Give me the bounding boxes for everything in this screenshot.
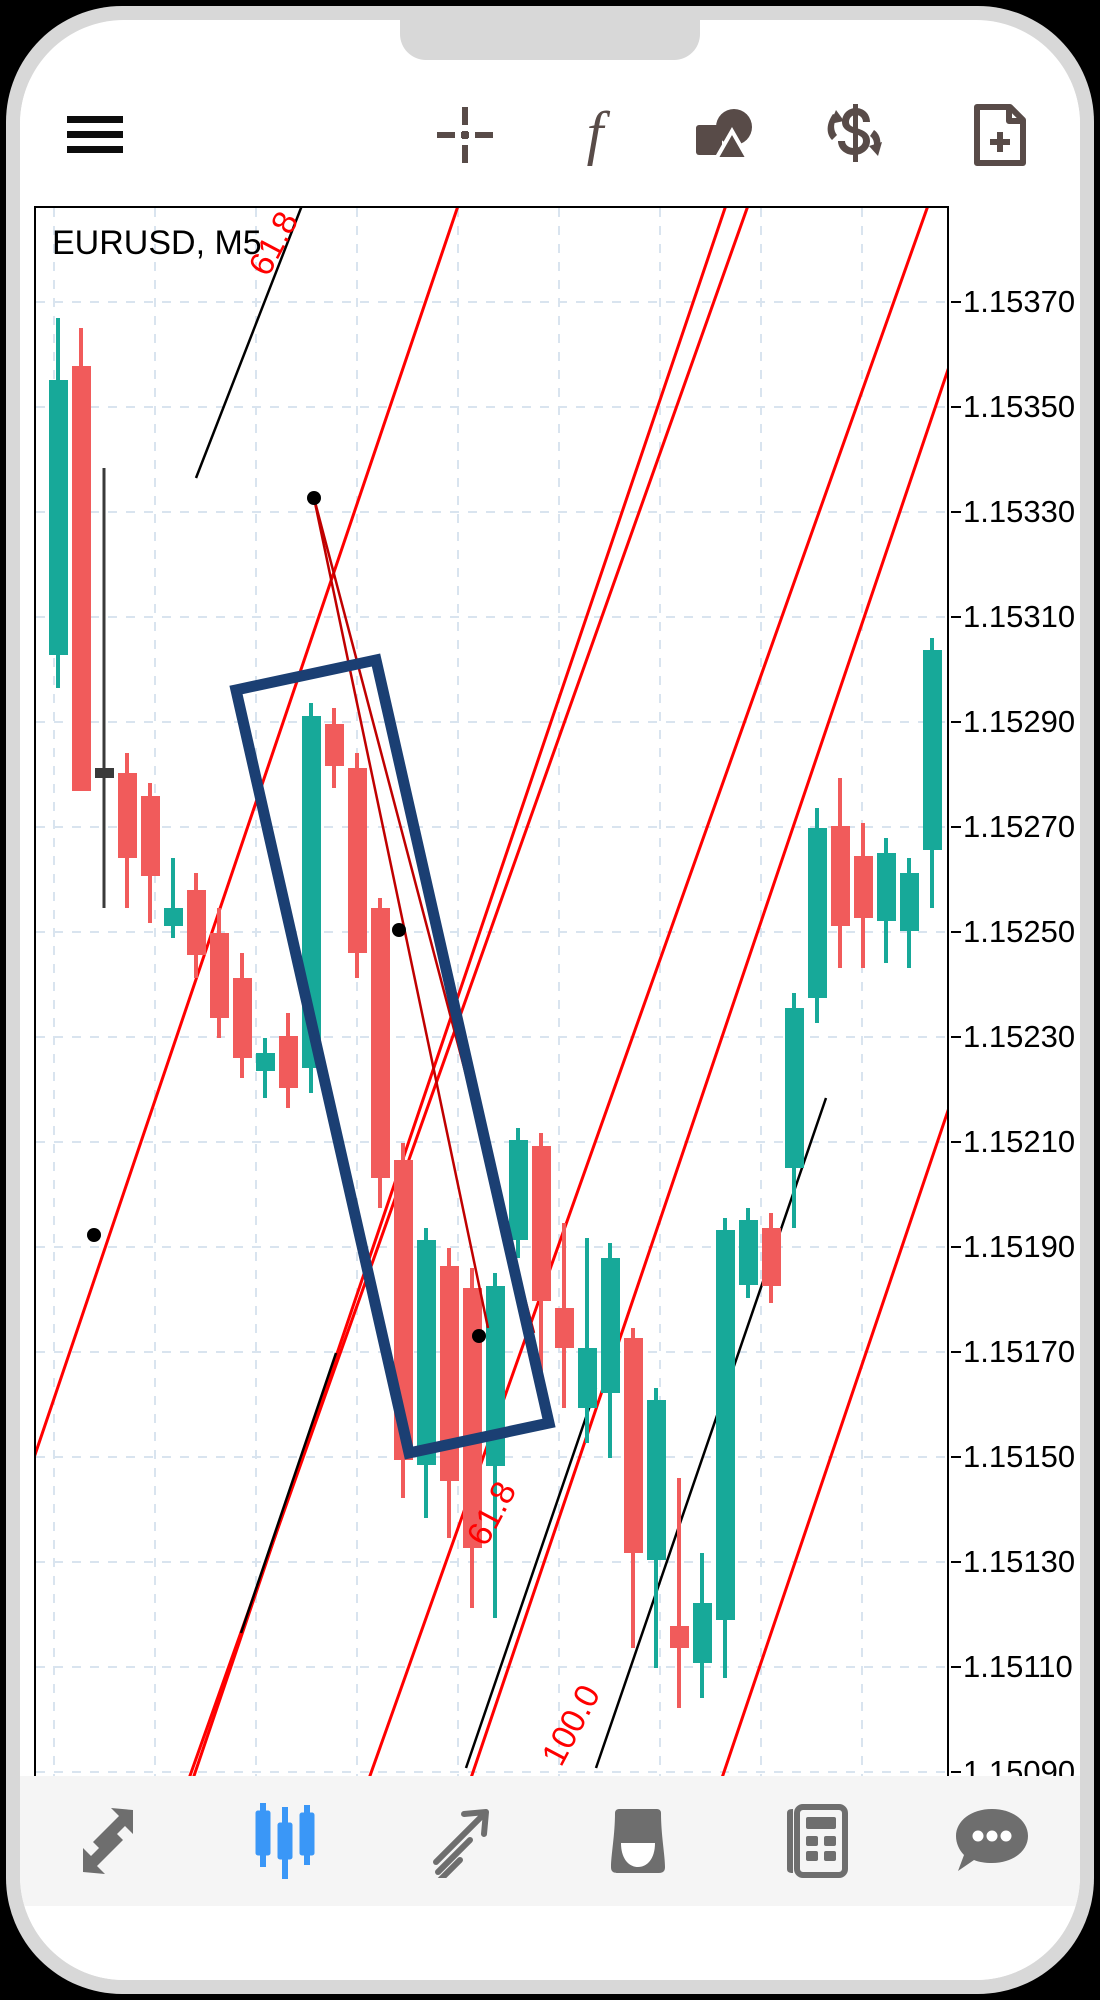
phone-screen: f [20,20,1080,1980]
candle [141,783,160,923]
new-order-icon[interactable] [920,80,1080,190]
candle [601,1243,620,1458]
price-tick: 1.15230 [951,1019,1075,1055]
candle [670,1478,689,1708]
svg-text:f: f [587,103,611,166]
price-axis[interactable]: 1.15370 1.15350 1.15330 1.15310 1.15290 … [951,206,1075,1789]
fibo-label: 100.0 [535,1679,609,1772]
candle [647,1388,666,1668]
price-tick: 1.15150 [951,1439,1075,1475]
candle [49,318,68,688]
candle [532,1133,551,1383]
menu-icon[interactable] [20,80,170,190]
candle [785,993,804,1228]
price-tick: 1.15370 [951,284,1075,320]
candle [325,708,344,788]
price-tick: 1.15170 [951,1334,1075,1370]
selection-rectangle [229,653,556,1460]
chart-symbol-label: EURUSD, M5 [52,224,262,262]
candle [371,898,390,1208]
candle [923,638,942,908]
candle [440,1248,459,1538]
candle [279,1013,298,1108]
history-icon[interactable] [550,1776,727,1906]
candlestick-series [49,318,942,1708]
price-tick: 1.15350 [951,389,1075,425]
phone-frame: f [6,6,1094,1994]
candle [72,328,91,791]
candle [256,1038,275,1098]
candle [877,838,896,963]
candle [210,908,229,1038]
candle [118,753,137,908]
candle [693,1553,712,1698]
objects-icon[interactable] [660,80,790,190]
top-toolbar: f [20,80,1080,190]
bottom-navigation [20,1776,1080,1906]
price-tick: 1.15330 [951,494,1075,530]
candle [900,858,919,968]
indicators-icon[interactable]: f [530,80,660,190]
candle [486,1273,505,1618]
candle [762,1213,781,1303]
price-tick: 1.15210 [951,1124,1075,1160]
candle [555,1223,574,1408]
price-tick: 1.15250 [951,914,1075,950]
candle [348,753,367,978]
candle [233,953,252,1078]
news-icon[interactable] [727,1776,904,1906]
candle [164,858,183,938]
price-tick: 1.15130 [951,1544,1075,1580]
crosshair-icon[interactable] [400,80,530,190]
price-tick: 1.15290 [951,704,1075,740]
price-tick: 1.15190 [951,1229,1075,1265]
candle [95,468,114,908]
candle [578,1238,597,1443]
price-tick: 1.15110 [951,1649,1073,1685]
phone-notch [400,20,700,60]
price-tick: 1.15310 [951,599,1075,635]
price-tick: 1.15270 [951,809,1075,845]
trade-icon[interactable] [373,1776,550,1906]
object-anchor-points [87,491,486,1343]
fibo-base-lines [194,208,828,1769]
chart-plot-area[interactable]: EURUSD, M5 [34,206,949,1789]
charts-icon[interactable] [197,1776,374,1906]
home-indicator-area [20,1906,1080,1980]
candle [417,1228,436,1518]
trade-swap-icon[interactable] [790,80,920,190]
candle [854,823,873,968]
candle [739,1208,758,1298]
candle [808,808,827,1023]
candle [716,1218,735,1678]
candle [624,1328,643,1648]
candle [509,1128,528,1258]
candle [831,778,850,968]
chart-container[interactable]: EURUSD, M5 [34,206,1075,1830]
chart-canvas: 61.8 61.8 100.0 [36,208,947,1787]
quotes-icon[interactable] [20,1776,197,1906]
chat-icon[interactable] [903,1776,1080,1906]
candle [187,873,206,978]
